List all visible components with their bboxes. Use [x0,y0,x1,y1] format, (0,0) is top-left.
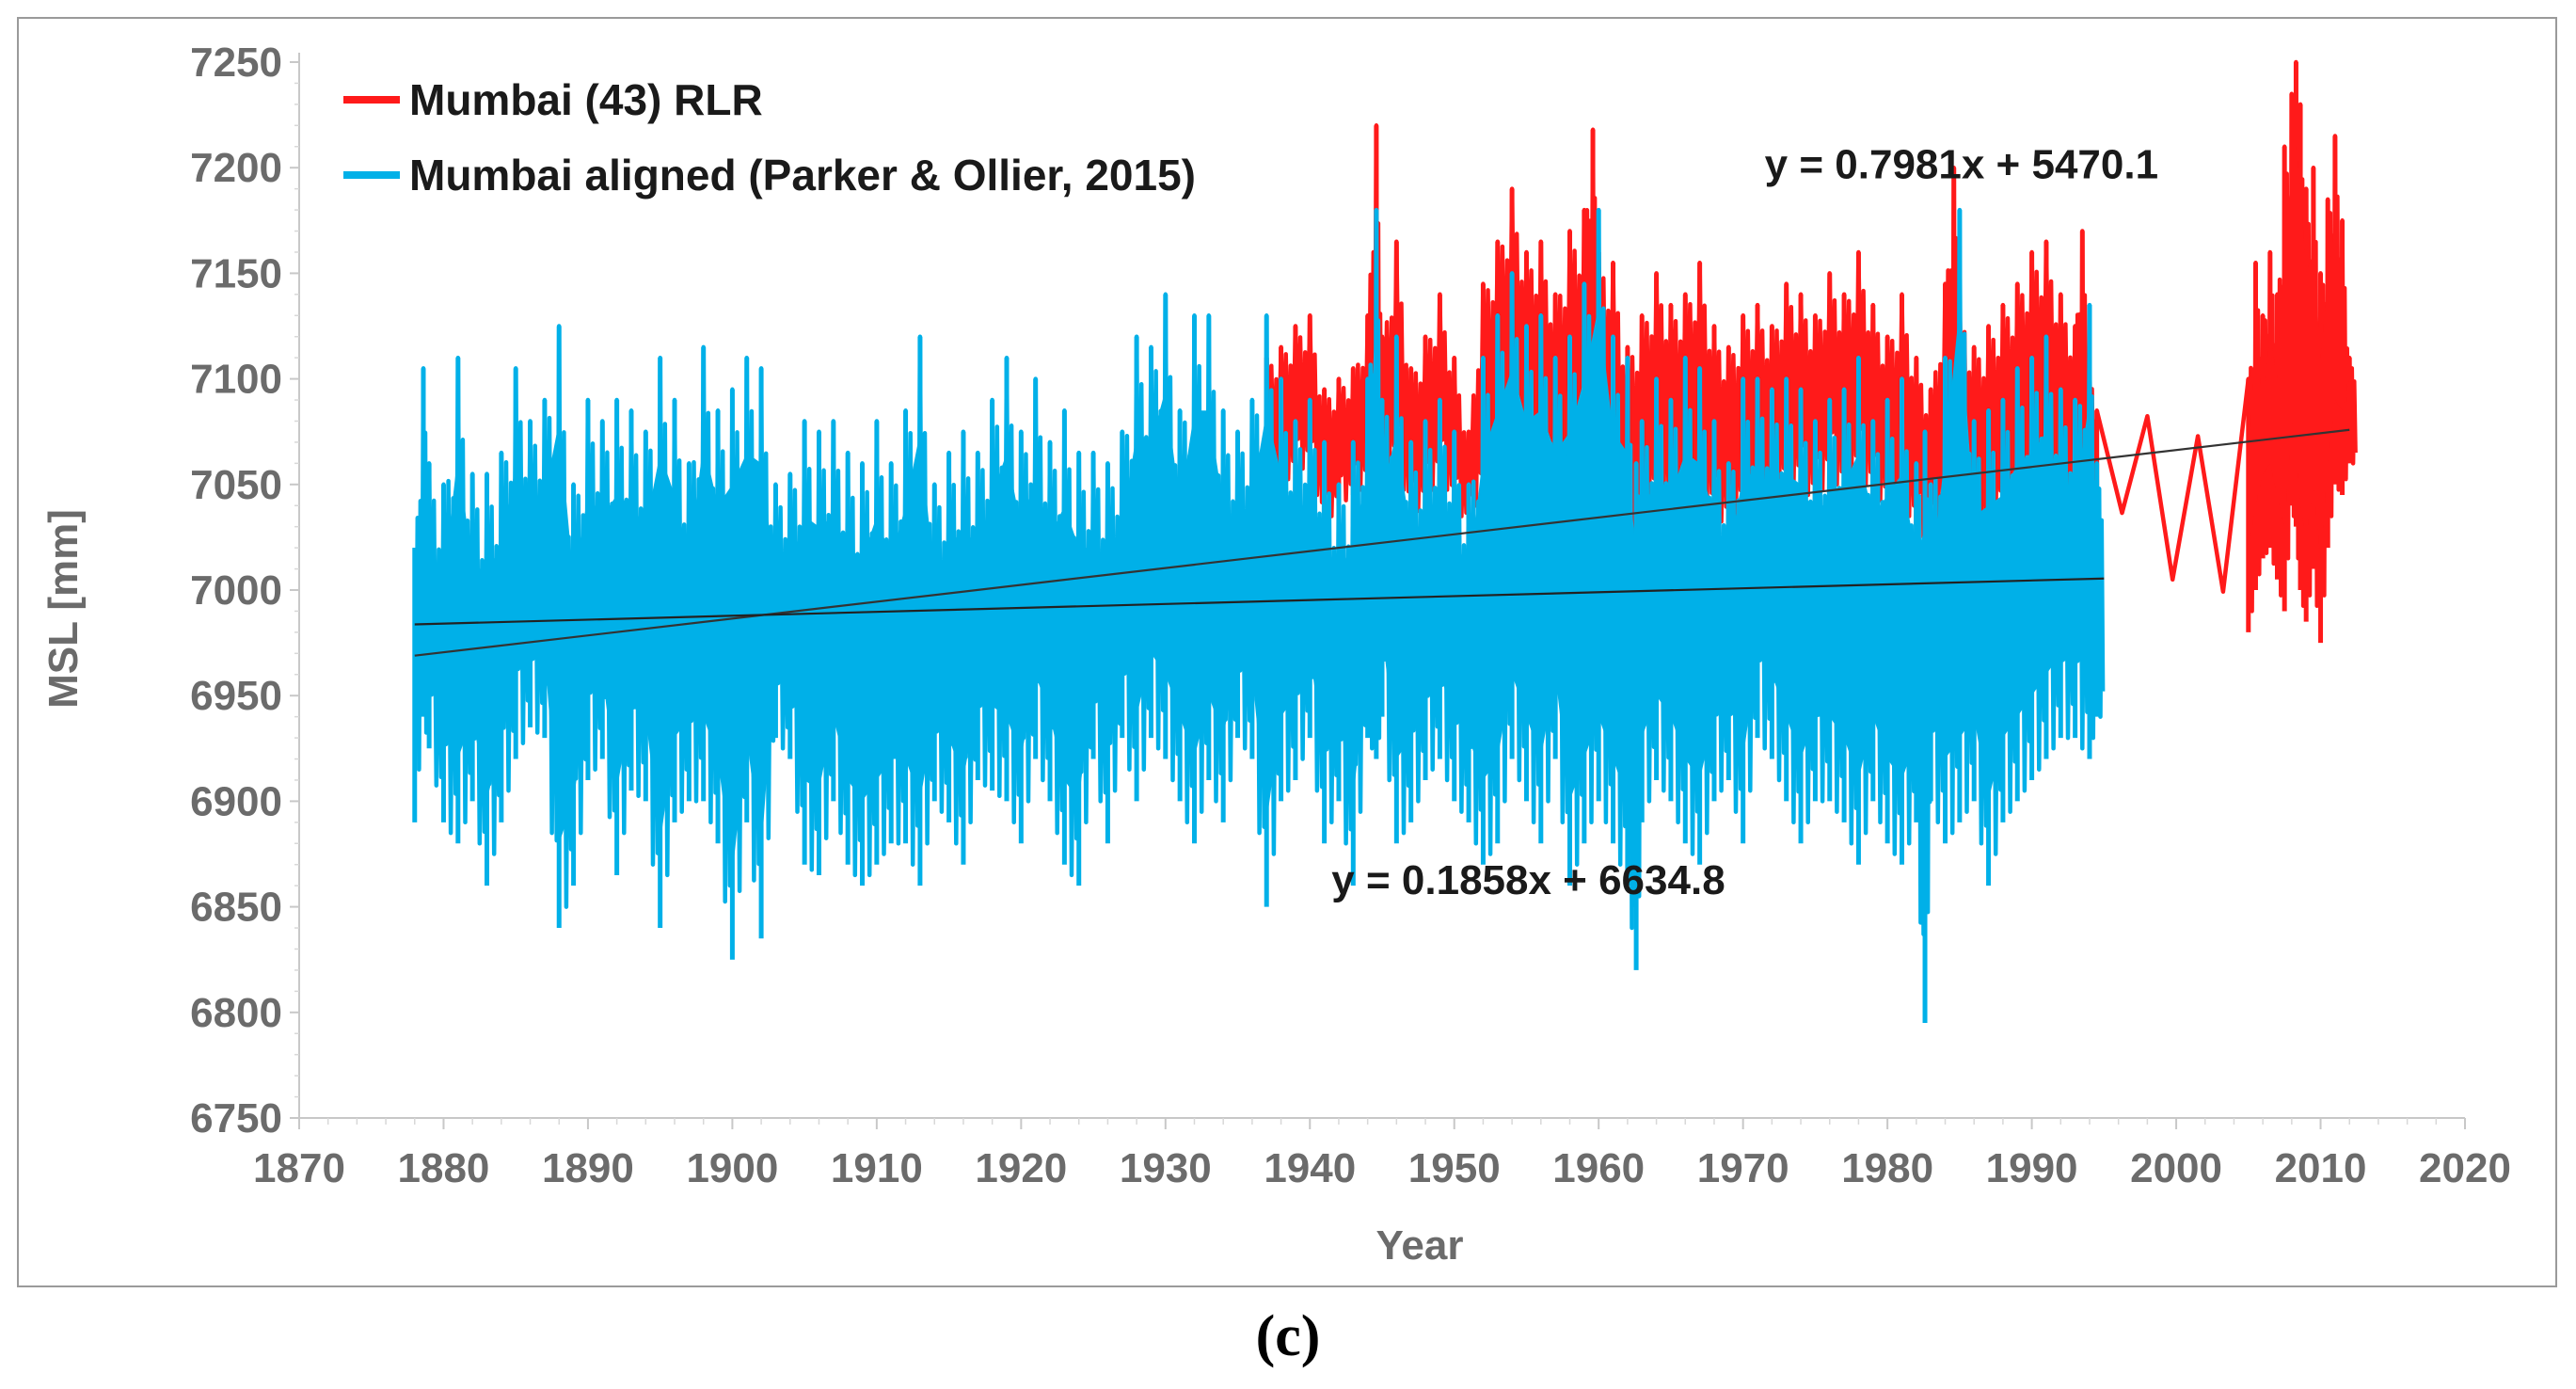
x-tick-label: 1930 [1120,1145,1212,1191]
trendline-0 [414,428,2350,657]
x-tick-label: 1940 [1264,1145,1356,1191]
x-tick-label: 2000 [2130,1145,2222,1191]
x-tick-label: 1890 [542,1145,634,1191]
y-tick-label: 7250 [190,40,282,86]
x-tick-label: 1950 [1408,1145,1501,1191]
series-0-band [2248,146,2350,559]
chart-frame: 6750 6800 6850 6900 6950 7000 7050 7100 7150 7200… [17,17,2557,1287]
y-tick-label: 7100 [190,357,282,403]
x-tick-label: 1920 [975,1145,1067,1191]
y-tick-label: 6800 [190,990,282,1036]
y-tick-label: 6900 [190,778,282,824]
x-tick-label: 2010 [2275,1145,2367,1191]
legend-label: Mumbai aligned (Parker & Ollier, 2015) [409,151,1196,200]
y-tick-label: 7200 [190,145,282,191]
x-tick-label: 1990 [1986,1145,2078,1191]
x-tick-label: 1880 [398,1145,490,1191]
trendline-1 [414,577,2105,626]
x-tick-label: 1980 [1841,1145,1933,1191]
x-tick-label: 1970 [1697,1145,1789,1191]
trendline-equation: y = 0.7981x + 5470.1 [1765,141,2158,187]
trendline-equation: y = 0.1858x + 6634.8 [1331,857,1725,903]
x-tick-label: 1910 [831,1145,923,1191]
y-tick-label: 7050 [190,462,282,508]
x-tick-label: 2020 [2419,1145,2511,1191]
x-tick-label: 1870 [253,1145,345,1191]
y-tick-label: 6950 [190,673,282,719]
x-tick-label: 1900 [686,1145,778,1191]
chart-svg: 6750 6800 6850 6900 6950 7000 7050 7100 7150 7200… [40,40,2511,1269]
y-tick-label: 6750 [190,1095,282,1142]
y-tick-label: 7150 [190,250,282,296]
y-tick-label: 6850 [190,885,282,931]
panel-label: (c) [1255,1304,1321,1368]
y-axis-title: MSL [mm] [40,509,87,709]
x-tick-label: 1960 [1552,1145,1645,1191]
legend-label: Mumbai (43) RLR [409,75,763,124]
x-axis-title: Year [1376,1222,1464,1269]
y-tick-label: 7000 [190,567,282,614]
